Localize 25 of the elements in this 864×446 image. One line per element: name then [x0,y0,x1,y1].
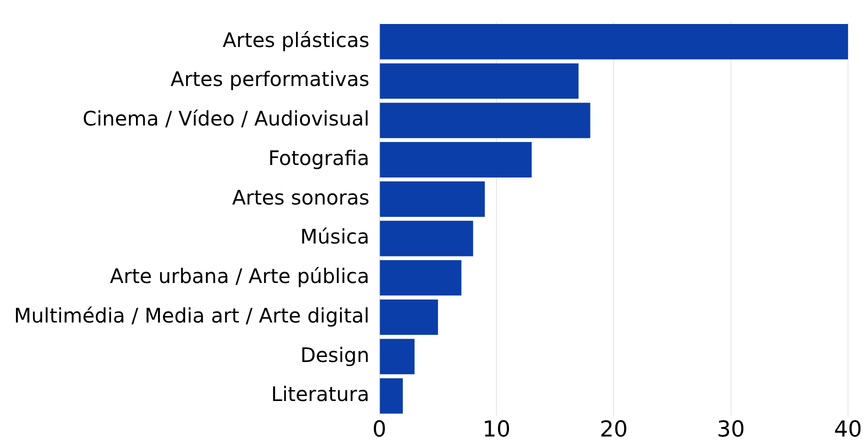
y-tick-label: Multimédia / Media art / Arte digital [14,303,370,328]
bar [380,102,590,138]
bar [380,338,415,374]
x-tick-label: 0 [372,418,386,443]
bar [380,24,848,60]
y-tick-label: Design [300,342,370,367]
bar [380,299,438,335]
y-tick-label: Artes sonoras [232,185,370,210]
y-tick-label: Fotografia [268,146,370,170]
y-tick-label: Cinema / Vídeo / Audiovisual [82,106,370,131]
y-tick-label: Artes plásticas [222,28,370,52]
y-tick-label: Artes performativas [170,67,370,92]
bar [380,260,462,296]
y-tick-label: Música [300,224,370,249]
bar [380,220,474,256]
bar [380,142,532,178]
x-tick-label: 20 [600,418,628,443]
bar [380,181,485,217]
bar [380,378,403,414]
x-tick-label: 40 [834,418,862,443]
bar [380,63,579,99]
x-tick-label: 10 [482,418,511,443]
x-tick-label: 30 [716,418,745,443]
y-tick-label: Literatura [271,382,370,406]
y-tick-label: Arte urbana / Arte pública [110,264,370,288]
